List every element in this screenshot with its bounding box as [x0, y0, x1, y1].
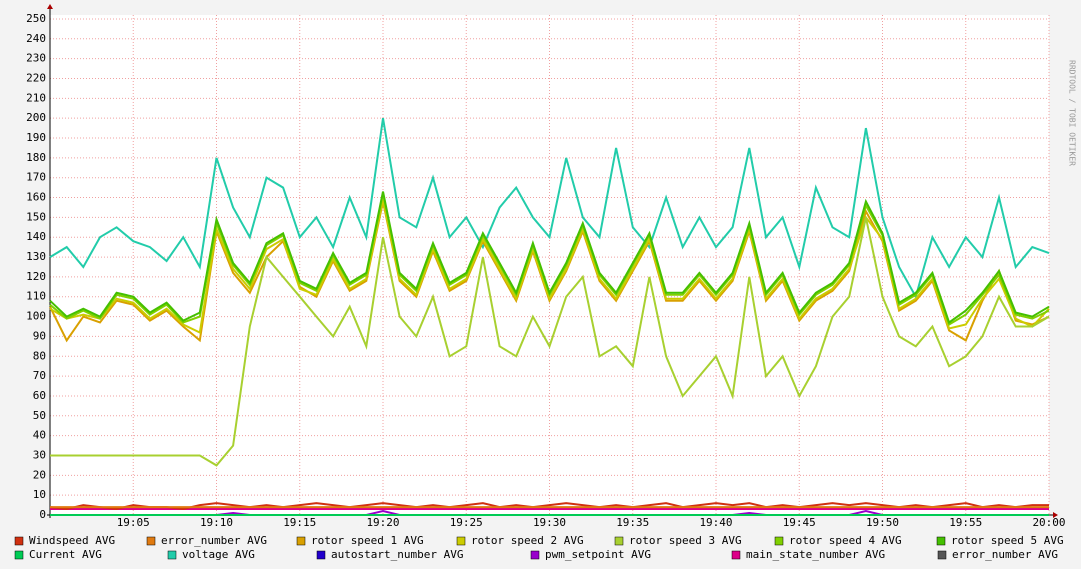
legend-swatch: [316, 550, 326, 560]
x-tick-label: 19:10: [200, 516, 233, 529]
legend-swatch: [167, 550, 177, 560]
legend-swatch: [14, 536, 24, 546]
legend-label: rotor speed 5 AVG: [951, 534, 1064, 547]
legend-swatch: [14, 550, 24, 560]
legend-label: pwm_setpoint AVG: [545, 548, 651, 561]
legend-swatch: [614, 536, 624, 546]
legend-swatch: [530, 550, 540, 560]
y-tick-label: 0: [39, 508, 46, 521]
y-tick-label: 10: [33, 488, 46, 501]
y-tick-label: 160: [26, 191, 46, 204]
y-tick-label: 20: [33, 468, 46, 481]
y-tick-label: 240: [26, 32, 46, 45]
y-tick-label: 50: [33, 409, 46, 422]
y-tick-label: 250: [26, 12, 46, 25]
y-tick-label: 200: [26, 111, 46, 124]
x-tick-label: 19:55: [949, 516, 982, 529]
y-tick-label: 210: [26, 91, 46, 104]
y-tick-label: 170: [26, 171, 46, 184]
y-tick-label: 190: [26, 131, 46, 144]
y-tick-label: 60: [33, 389, 46, 402]
legend-swatch: [774, 536, 784, 546]
legend-label: Windspeed AVG: [29, 534, 115, 547]
legend-swatch: [936, 536, 946, 546]
legend-label: rotor speed 4 AVG: [789, 534, 902, 547]
series-line: [49, 502, 1049, 511]
x-tick-label: 19:40: [699, 516, 732, 529]
legend-swatch: [456, 536, 466, 546]
legend-label: rotor speed 1 AVG: [311, 534, 424, 547]
x-tick-label: 19:35: [616, 516, 649, 529]
legend-label: rotor speed 3 AVG: [629, 534, 742, 547]
y-tick-label: 40: [33, 429, 46, 442]
series-line: [50, 217, 1050, 467]
y-tick-label: 230: [26, 52, 46, 65]
y-tick-label: 100: [26, 310, 46, 323]
legend-label: rotor speed 2 AVG: [471, 534, 584, 547]
y-tick-label: 220: [26, 71, 46, 84]
y-tick-label: 80: [33, 349, 46, 362]
legend-swatch: [937, 550, 947, 560]
legend-label: autostart_number AVG: [331, 548, 463, 561]
x-tick-label: 19:50: [866, 516, 899, 529]
axis-arrow: [1053, 512, 1058, 518]
legend-label: error_number AVG: [952, 548, 1058, 561]
legend-label: main_state_number AVG: [746, 548, 885, 561]
legend-swatch: [146, 536, 156, 546]
legend-swatch: [731, 550, 741, 560]
legend-label: Current AVG: [29, 548, 102, 561]
y-tick-label: 140: [26, 230, 46, 243]
y-tick-label: 90: [33, 329, 46, 342]
y-tick-label: 130: [26, 250, 46, 263]
y-tick-label: 70: [33, 369, 46, 382]
x-tick-label: 19:45: [783, 516, 816, 529]
x-tick-label: 19:25: [450, 516, 483, 529]
x-tick-label: 19:05: [117, 516, 150, 529]
watermark: RRDTOOL / TOBI OETIKER: [1068, 60, 1077, 166]
legend-label: voltage AVG: [182, 548, 255, 561]
y-tick-label: 180: [26, 151, 46, 164]
series-line: [49, 191, 1050, 325]
x-tick-label: 19:20: [366, 516, 399, 529]
y-tick-label: 150: [26, 210, 46, 223]
axis-arrow: [47, 4, 53, 9]
legend-swatch: [296, 536, 306, 546]
x-tick-label: 19:15: [283, 516, 316, 529]
legend-label: error_number AVG: [161, 534, 267, 547]
y-tick-label: 110: [26, 290, 46, 303]
x-tick-label: 19:30: [533, 516, 566, 529]
y-tick-label: 120: [26, 270, 46, 283]
x-tick-label: 20:00: [1032, 516, 1065, 529]
series-line: [49, 118, 1050, 300]
y-tick-label: 30: [33, 448, 46, 461]
